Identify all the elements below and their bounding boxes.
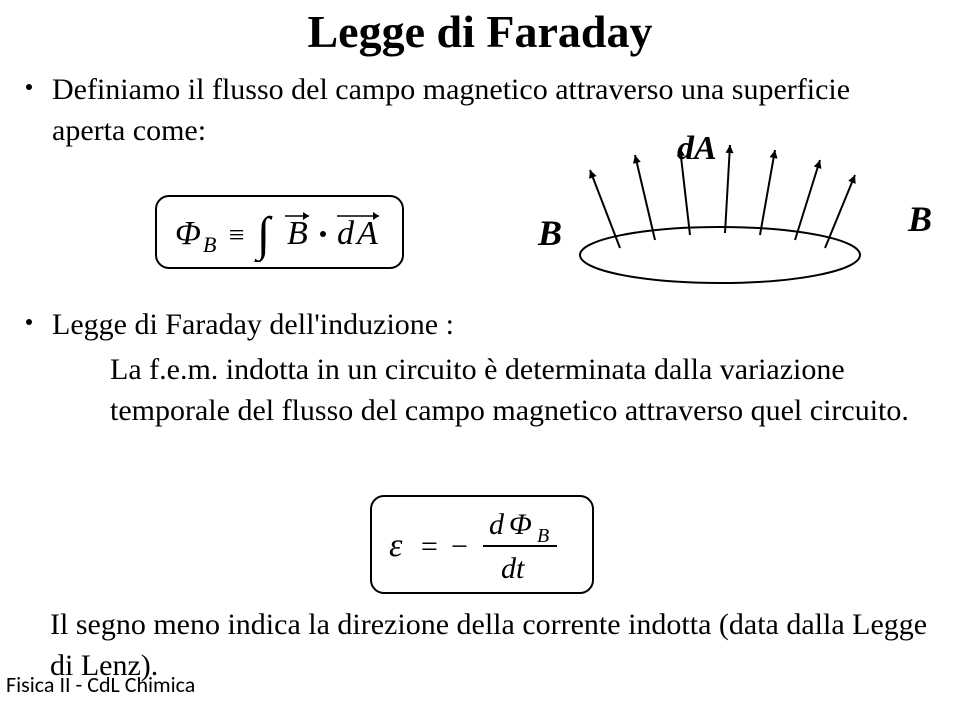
label-B-left: B <box>538 212 562 254</box>
flux-diagram <box>565 140 885 290</box>
svg-text:A: A <box>355 215 378 252</box>
svg-text:d: d <box>337 215 355 252</box>
bullet-2-text: Legge di Faraday dell'induzione : <box>52 305 928 346</box>
svg-text:Φ: Φ <box>175 215 201 252</box>
flux-diagram-svg <box>565 140 885 290</box>
svg-text:d: d <box>489 508 505 541</box>
bullet-2: Legge di Faraday dell'induzione : <box>28 305 928 346</box>
svg-text:B: B <box>203 232 216 257</box>
sub-bullet: La f.e.m. indotta in un circuito è deter… <box>110 350 930 431</box>
page-title: Legge di Faraday <box>0 5 960 58</box>
svg-text:ε: ε <box>389 527 403 564</box>
bullet-dot-icon <box>26 319 32 325</box>
footer-text: Fisica II - CdL Chimica <box>6 671 195 698</box>
sub-bullet-text: La f.e.m. indotta in un circuito è deter… <box>110 353 909 427</box>
svg-text:∫: ∫ <box>254 208 273 262</box>
bullet-dot-icon <box>26 84 32 90</box>
svg-text:Φ: Φ <box>509 508 532 541</box>
svg-text:B: B <box>537 525 549 547</box>
bullet-1-text: Definiamo il flusso del campo magnetico … <box>52 70 928 151</box>
svg-text:=: = <box>419 530 439 563</box>
formula-flux-box: Φ B ≡ ∫ B d A <box>155 195 404 269</box>
formula-emf-svg: ε = − d Φ B dt <box>377 500 587 590</box>
formula-flux-svg: Φ B ≡ ∫ B d A <box>165 202 395 262</box>
svg-text:dt: dt <box>501 552 525 585</box>
svg-text:B: B <box>287 215 308 252</box>
svg-text:−: − <box>449 530 469 563</box>
page-root: Legge di Faraday Definiamo il flusso del… <box>0 0 960 702</box>
label-B-right: B <box>908 198 932 240</box>
formula-emf-box: ε = − d Φ B dt <box>370 495 594 594</box>
bullet-1: Definiamo il flusso del campo magnetico … <box>28 70 928 151</box>
svg-text:≡: ≡ <box>227 220 246 251</box>
